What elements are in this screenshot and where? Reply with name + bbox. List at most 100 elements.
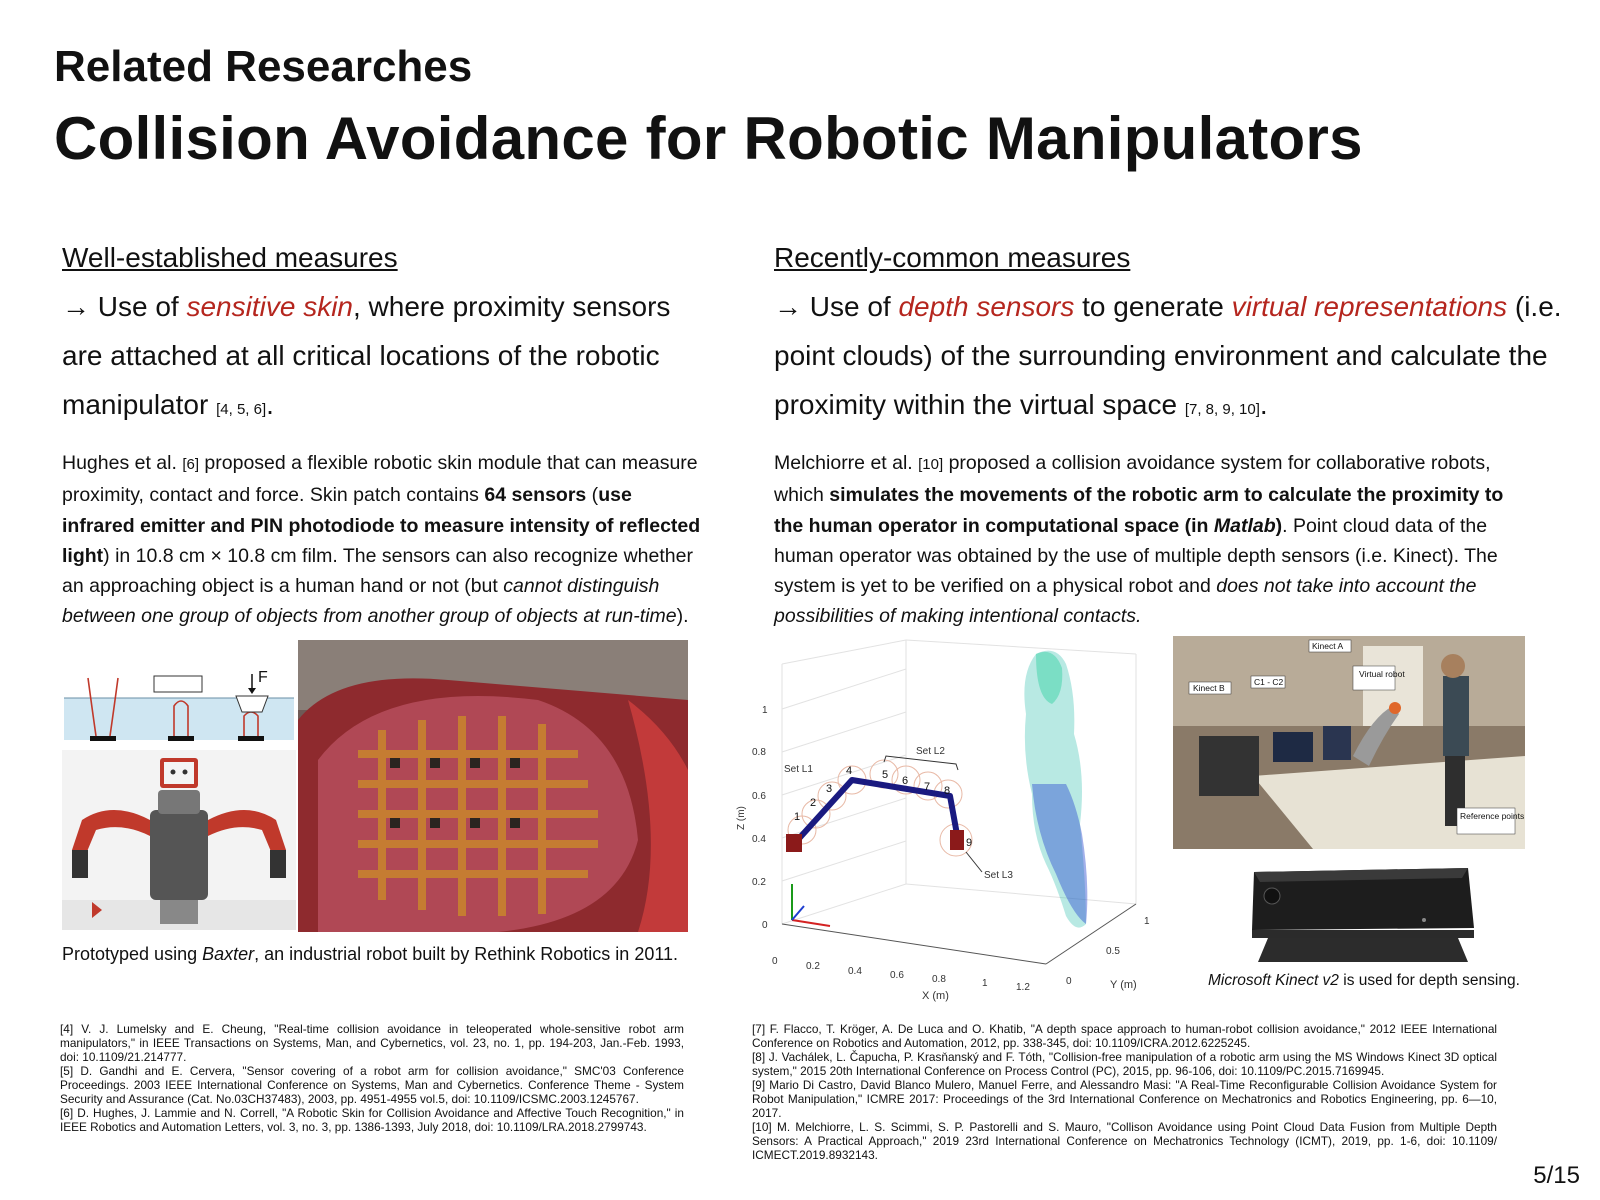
joint-label: 5: [882, 769, 888, 781]
para-text: . Point cloud data of the human operator…: [774, 514, 1498, 598]
para-text: (: [586, 484, 599, 507]
kinect-b-label: Kinect B: [1193, 683, 1225, 693]
para-bold: 64 sensors: [484, 484, 587, 507]
citation: [6]: [182, 456, 200, 473]
lead-text-part: .: [1259, 389, 1268, 420]
highlight-sensitive-skin: sensitive skin: [186, 291, 353, 322]
y-tick: 0.5: [1106, 946, 1120, 957]
right-caption: Microsoft Kinect v2 is used for depth se…: [1208, 972, 1520, 990]
joint-label: 9: [966, 837, 972, 849]
kinect-setup-photo: Kinect A Kinect B C1 - C2 Virtual robot …: [1173, 636, 1525, 849]
y-tick: 0: [1066, 976, 1072, 987]
joint-label: 6: [902, 775, 908, 787]
sensor-pad: [168, 736, 194, 741]
joint-label: 7: [924, 781, 930, 793]
para-text: Melchiorre et al.: [774, 452, 919, 474]
caption-text: is used for depth sensing.: [1338, 972, 1520, 989]
right-lead-text: → Use of depth sensors to generate virtu…: [774, 282, 1564, 434]
para-italic: cannot distinguish between one group of …: [62, 575, 677, 628]
proximity-sensor-diagram: F: [64, 669, 294, 741]
reference-item: [8] J. Vachálek, L. Čapucha, P. Krasňans…: [752, 1050, 1497, 1078]
para-bold: use infrared emitter and PIN photodiode …: [62, 484, 701, 567]
reference-item: [9] Mario Di Castro, David Blanco Mulero…: [752, 1078, 1497, 1120]
reference-item: [6] D. Hughes, J. Lammie and N. Correll,…: [60, 1106, 684, 1134]
x-tick: 0.2: [806, 961, 820, 972]
human-point-cloud: [1024, 650, 1088, 928]
point-cloud-plot: Z (m) X (m) Y (m) 1 0.8 0.6 0.4 0.2 0 0 …: [736, 639, 1150, 1002]
kinect-device-image: [1252, 868, 1474, 962]
y-axis-label: Y (m): [1110, 979, 1137, 991]
left-column-heading: Well-established measures: [62, 242, 398, 273]
para-text: proposed a flexible robotic skin module …: [62, 452, 698, 507]
reference-item: [4] V. J. Lumelsky and E. Cheung, "Real-…: [60, 1022, 684, 1064]
lead-text-part: to generate: [1074, 291, 1232, 322]
citation: [7, 8, 9, 10]: [1184, 401, 1260, 418]
x-axis-label: X (m): [922, 990, 949, 1002]
left-description-paragraph: Hughes et al. [6] proposed a flexible ro…: [62, 448, 702, 632]
caption-text: , an industrial robot built by Rethink R…: [254, 944, 679, 964]
reference-item: [5] D. Gandhi and E. Cervera, "Sensor co…: [60, 1064, 684, 1106]
z-axis-label: Z (m): [736, 806, 747, 830]
para-text: proposed a collision avoidance system fo…: [774, 452, 1491, 507]
object-block: [153, 675, 203, 693]
citation: [10]: [918, 456, 944, 473]
y-tick: 1: [1144, 916, 1150, 927]
force-label: F: [258, 669, 268, 686]
para-italic: does not take into account the possibili…: [774, 575, 1477, 628]
kinect-body: [1252, 868, 1474, 930]
left-lead-text: → Use of sensitive skin, where proximity…: [62, 282, 702, 434]
c1-c2-label: C1 - C2: [1254, 677, 1284, 687]
reference-item: [10] M. Melchiorre, L. S. Scimmi, S. P. …: [752, 1120, 1497, 1162]
right-column-heading: Recently-common measures: [774, 242, 1131, 273]
z-tick: 0: [762, 920, 768, 931]
set-l2-label: Set L2: [916, 746, 945, 757]
lead-text-part: → Use of: [774, 291, 899, 322]
page-number: 5/15: [1533, 1162, 1580, 1189]
lead-text-part: .: [266, 389, 274, 420]
joint-label: 3: [826, 783, 832, 795]
highlight-depth-sensors: depth sensors: [898, 291, 1075, 322]
reference-points-label: Reference points: [1460, 811, 1524, 821]
slide-subtitle: Related Researches: [54, 42, 473, 91]
z-tick: 0.4: [752, 834, 766, 845]
joint-label: 4: [846, 765, 852, 777]
set-l1-label: Set L1: [784, 764, 813, 775]
citation: [4, 5, 6]: [216, 401, 267, 418]
z-tick: 0.8: [752, 747, 766, 758]
joint-label: 8: [944, 785, 950, 797]
z-tick: 0.2: [752, 877, 766, 888]
highlight-virtual-representations: virtual representations: [1231, 291, 1508, 322]
lead-text-part: → Use of: [62, 291, 187, 322]
right-description-paragraph: Melchiorre et al. [10] proposed a collis…: [774, 448, 1524, 632]
lead-text-part: (i.e. point clouds) of the surrounding e…: [774, 291, 1562, 420]
x-tick: 0.4: [848, 966, 862, 977]
x-tick: 0.8: [932, 974, 946, 985]
z-tick: 0.6: [752, 791, 766, 802]
para-bold-italic: Matlab: [1213, 514, 1276, 537]
x-tick: 1.2: [1016, 982, 1030, 993]
robot-base: [786, 834, 802, 852]
virtual-robot-label: Virtual robot: [1359, 669, 1405, 679]
x-tick: 1: [982, 978, 988, 989]
caption-italic: Microsoft Kinect v2: [1208, 972, 1339, 989]
left-caption: Prototyped using Baxter, an industrial r…: [62, 944, 678, 965]
set-l3-label: Set L3: [984, 870, 1013, 881]
joint-label: 1: [794, 811, 800, 823]
sensor-pad: [238, 736, 264, 741]
joint-label: 2: [810, 797, 816, 809]
para-text: Hughes et al.: [62, 452, 183, 474]
para-text: ).: [676, 605, 689, 628]
baxter-robot-image: [62, 750, 296, 930]
x-tick: 0: [772, 956, 778, 967]
references-left: [4] V. J. Lumelsky and E. Cheung, "Real-…: [60, 1022, 684, 1134]
x-tick: 0.6: [890, 970, 904, 981]
slide-title: Collision Avoidance for Robotic Manipula…: [54, 105, 1363, 172]
para-text: ) in 10.8 cm × 10.8 cm film. The sensors…: [62, 544, 693, 598]
para-bold: ): [1275, 514, 1283, 537]
robotic-skin-photo: [298, 640, 688, 932]
lead-text-part: , where proximity sensors are attached a…: [62, 291, 671, 420]
caption-text: Prototyped using: [62, 944, 203, 964]
kinect-a-label: Kinect A: [1312, 641, 1344, 651]
references-right: [7] F. Flacco, T. Kröger, A. De Luca and…: [752, 1022, 1497, 1162]
sensor-pad: [90, 736, 116, 741]
